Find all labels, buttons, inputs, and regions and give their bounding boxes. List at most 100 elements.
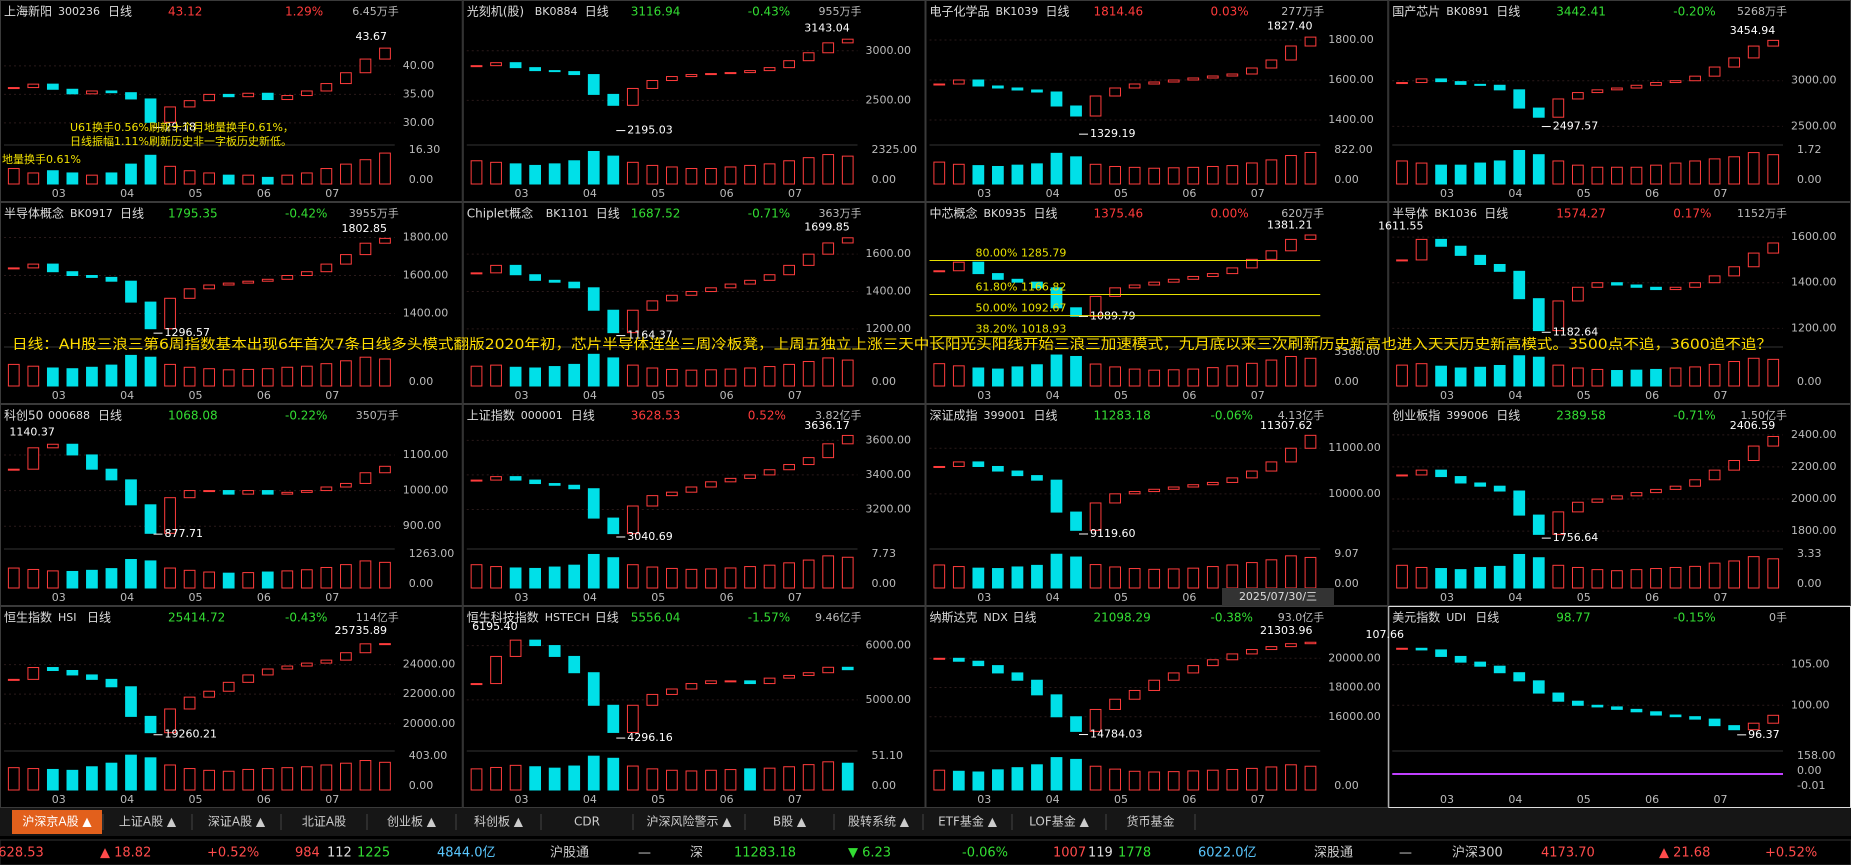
change-pct: -0.42% <box>285 207 327 221</box>
tab[interactable] <box>1107 810 1194 834</box>
candle <box>1767 435 1780 447</box>
tab-label[interactable]: CDR <box>574 815 600 829</box>
candle <box>1513 89 1526 109</box>
high-label: 1699.85 <box>804 221 850 234</box>
chart-panel[interactable]: 上海新阳 300236 日线 43.12 1.29% 6.45万手 30.00 35.00 40… <box>0 0 463 202</box>
candle <box>1396 82 1408 85</box>
candle <box>66 669 79 676</box>
tab-label[interactable]: B股 ▲ <box>773 815 807 829</box>
candle <box>1454 655 1467 663</box>
tab-label[interactable]: 上证A股 ▲ <box>119 815 177 829</box>
status-item: 1225 <box>357 846 390 861</box>
volume-bar <box>320 764 333 791</box>
tab[interactable] <box>634 810 744 834</box>
fib-label: 61.80% 1166.82 <box>976 280 1067 293</box>
period: 日线 <box>87 611 111 625</box>
tab[interactable] <box>368 810 455 834</box>
chart-panel[interactable]: 半导体 BK1036 日线 1574.27 0.17% 1152万手 1200.00 1400… <box>1378 202 1851 404</box>
period: 日线 <box>1034 207 1058 221</box>
volume-bar <box>972 165 985 185</box>
volume-bar <box>952 365 965 387</box>
volume-bar <box>744 367 756 387</box>
high-label: 3143.04 <box>804 22 850 35</box>
tab-label[interactable]: 沪深风险警示 ▲ <box>646 814 732 829</box>
volume-bar <box>1669 566 1682 589</box>
change-pct: -0.71% <box>748 207 790 221</box>
candle <box>1070 511 1082 531</box>
volume-bar <box>587 353 600 387</box>
month-label: 04 <box>583 793 597 806</box>
volume-bar <box>724 769 737 791</box>
tab[interactable] <box>835 810 922 834</box>
tab-label[interactable]: 股转系统 ▲ <box>848 814 910 829</box>
tab-label[interactable]: 货币基金 <box>1126 814 1174 829</box>
chart-panel[interactable]: 纳斯达克 NDX 日线 21098.29 -0.38% 93.0亿手 16000.00 180… <box>925 606 1389 808</box>
tab[interactable] <box>457 810 540 834</box>
volume-bar <box>1493 364 1506 387</box>
chart-panel[interactable]: 深证成指 399001 日线 11283.18 -0.06% 4.13亿手 10000.00… <box>925 404 1389 606</box>
chart-panel[interactable]: 创业板指 399006 日线 2389.58 -0.71% 1.50亿手 1800.00 20… <box>1388 404 1851 606</box>
candle <box>568 281 581 289</box>
tab-label[interactable]: LOF基金 ▲ <box>1029 814 1089 829</box>
stock-name: 半导体概念 <box>4 206 64 221</box>
candle <box>685 486 698 493</box>
chart-panel[interactable]: 国产芯片 BK0891 日线 3442.41 -0.20% 5268万手 2500.00 30… <box>1388 0 1851 202</box>
volume-bar <box>281 174 294 185</box>
tab[interactable] <box>193 810 280 834</box>
tab-label[interactable]: ETF基金 ▲ <box>938 814 998 829</box>
candle <box>705 73 717 76</box>
tab[interactable] <box>104 810 191 834</box>
candle <box>1304 234 1317 240</box>
candle <box>27 447 40 470</box>
volume-bar <box>1011 767 1024 791</box>
volume-bar <box>1070 355 1082 387</box>
chart-panel[interactable]: 光刻机(股) BK0884 日线 3116.94 -0.43% 955万手 2500.00 3… <box>462 0 926 202</box>
chart-panel[interactable]: 恒生科技指数 HSTECH 日线 5556.04 -1.57% 9.46亿手 5000.00… <box>462 606 926 808</box>
chart-panel[interactable]: 美元指数 UDI 日线 98.77 -0.15% 0手 100.00 105.00 158.00… <box>1366 606 1851 808</box>
tab[interactable] <box>746 810 833 834</box>
chart-panel[interactable]: 电子化学品 BK1039 日线 1814.46 0.03% 277万手 1400.00 160… <box>925 0 1389 202</box>
candle <box>242 674 255 683</box>
volume-bar <box>1591 368 1604 387</box>
tab-label[interactable]: 沪深京A股 ▲ <box>22 815 92 829</box>
chart-panel[interactable]: 科创50 000688 日线 1068.08 -0.22% 350万手 900.00 1000… <box>0 404 463 606</box>
y-tick-label: 5000.00 <box>866 693 912 706</box>
tab[interactable] <box>1013 810 1105 834</box>
tab-label[interactable]: 北证A股 <box>302 815 346 829</box>
candle <box>529 67 542 72</box>
tab[interactable] <box>542 810 632 834</box>
status-bar <box>0 839 1851 865</box>
candle <box>1070 716 1082 732</box>
candle <box>933 270 946 273</box>
candle <box>1245 649 1258 655</box>
y-tick-label: 3000.00 <box>866 44 912 57</box>
chart-panel[interactable]: Chiplet概念 BK1101 日线 1687.52 -0.71% 363万手 1200.… <box>462 202 926 404</box>
candle <box>607 517 620 535</box>
chart-panel[interactable]: 半导体概念 BK0917 日线 1795.35 -0.42% 3955万手 1400.00 1… <box>0 202 463 404</box>
volume-bar <box>340 360 352 387</box>
volume-total: 3955万手 <box>349 206 399 220</box>
candle <box>1689 75 1701 82</box>
chart-panel[interactable]: 中芯概念 BK0935 日线 1375.46 0.00% 620万手 3368.00 0.00… <box>925 202 1389 404</box>
tab-label[interactable]: 创业板 ▲ <box>387 815 437 829</box>
volume-tick-label: 1.72 <box>1797 143 1822 156</box>
change-pct: 0.52% <box>748 409 786 423</box>
tab[interactable] <box>12 810 102 834</box>
candle <box>203 93 216 102</box>
volume-tick-label: 403.00 <box>409 749 448 762</box>
chart-panel[interactable]: 恒生指数 HSI 日线 25414.72 -0.43% 114亿手 20000.00 2200… <box>0 606 463 808</box>
tab[interactable] <box>282 810 366 834</box>
chart-panel[interactable]: 上证指数 000001 日线 3628.53 0.52% 3.82亿手 3200.00 340… <box>462 404 926 606</box>
tab[interactable] <box>924 810 1011 834</box>
tab-label[interactable]: 深证A股 ▲ <box>208 815 266 829</box>
volume-bar <box>144 154 157 185</box>
stock-code: BK0884 <box>535 5 578 18</box>
tab-label[interactable]: 科创板 ▲ <box>474 815 524 829</box>
candle <box>1513 672 1526 682</box>
month-label: 07 <box>325 187 339 200</box>
volume-bar <box>724 166 737 185</box>
candle <box>802 52 815 62</box>
volume-bar <box>509 163 522 185</box>
candle <box>1728 725 1741 731</box>
